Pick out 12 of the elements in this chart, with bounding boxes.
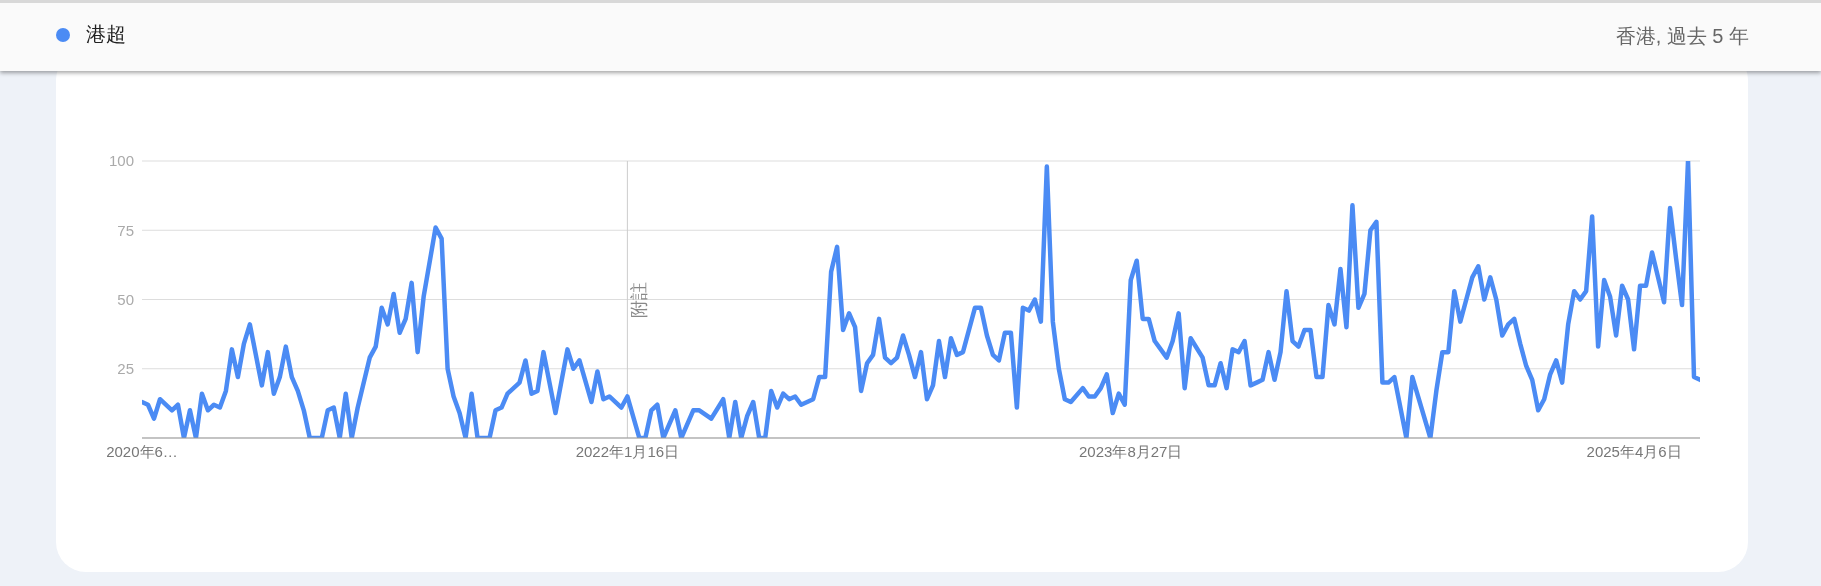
ref-line-label: 附註 xyxy=(629,281,650,318)
y-tick-label: 25 xyxy=(117,360,134,378)
line-series xyxy=(142,161,1700,438)
legend-label: 港超 xyxy=(86,22,126,47)
y-tick-label: 50 xyxy=(117,290,134,308)
chart-subtitle: 香港, 過去 5 年 xyxy=(1615,24,1749,49)
x-tick-label: 2025年4月6日 xyxy=(1586,442,1682,460)
y-tick-label: 75 xyxy=(117,221,134,239)
x-tick-label: 2023年8月27日 xyxy=(1079,442,1183,460)
x-tick-label: 2020年6… xyxy=(106,442,178,460)
y-tick-label: 100 xyxy=(108,152,134,170)
x-tick-label: 2022年1月16日 xyxy=(575,442,680,460)
